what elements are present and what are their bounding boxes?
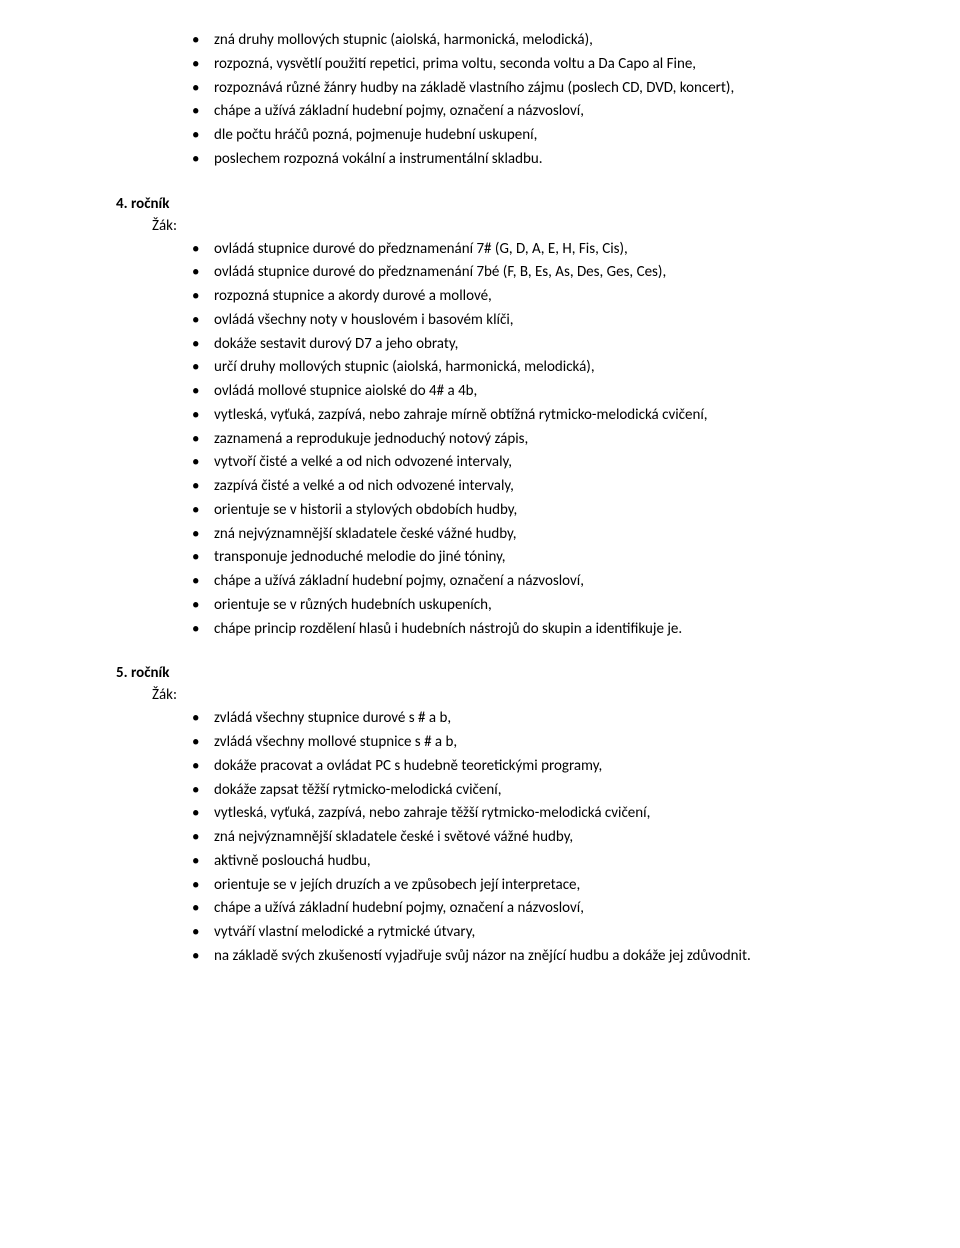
list-item: zvládá všechny stupnice durové s # a b, xyxy=(188,708,880,730)
section-5-list: zvládá všechny stupnice durové s # a b,z… xyxy=(188,708,880,967)
list-item: zvládá všechny mollové stupnice s # a b, xyxy=(188,732,880,754)
list-item: zazpívá čisté a velké a od nich odvozené… xyxy=(188,476,880,498)
list-item: dokáže pracovat a ovládat PC s hudebně t… xyxy=(188,756,880,778)
list-item: rozpozná, vysvětlí použití repetici, pri… xyxy=(188,54,880,76)
list-item: poslechem rozpozná vokální a instrumentá… xyxy=(188,149,880,171)
list-item: vytleská, vyťuká, zazpívá, nebo zahraje … xyxy=(188,405,880,427)
list-item: vytvoří čisté a velké a od nich odvozené… xyxy=(188,452,880,474)
list-item: chápe a užívá základní hudební pojmy, oz… xyxy=(188,101,880,123)
top-list: zná druhy mollových stupnic (aiolská, ha… xyxy=(188,30,880,171)
section-5: 5. ročník Žák: zvládá všechny stupnice d… xyxy=(80,664,880,967)
list-item: orientuje se v různých hudebních uskupen… xyxy=(188,595,880,617)
list-item: transponuje jednoduché melodie do jiné t… xyxy=(188,547,880,569)
list-item: vytváří vlastní melodické a rytmické útv… xyxy=(188,922,880,944)
list-item: dokáže sestavit durový D7 a jeho obraty, xyxy=(188,334,880,356)
list-item: dokáže zapsat těžší rytmicko-melodická c… xyxy=(188,780,880,802)
list-item: chápe a užívá základní hudební pojmy, oz… xyxy=(188,898,880,920)
list-item: dle počtu hráčů pozná, pojmenuje hudební… xyxy=(188,125,880,147)
list-item: zaznamená a reprodukuje jednoduchý notov… xyxy=(188,429,880,451)
section-4-heading: 4. ročník xyxy=(116,195,880,213)
list-item: zná druhy mollových stupnic (aiolská, ha… xyxy=(188,30,880,52)
list-item: vytleská, vyťuká, zazpívá, nebo zahraje … xyxy=(188,803,880,825)
list-item: zná nejvýznamnější skladatele české i sv… xyxy=(188,827,880,849)
list-item: aktivně poslouchá hudbu, xyxy=(188,851,880,873)
list-item: orientuje se v jejích druzích a ve způso… xyxy=(188,875,880,897)
list-item: chápe princip rozdělení hlasů i hudebníc… xyxy=(188,619,880,641)
section-4: 4. ročník Žák: ovládá stupnice durové do… xyxy=(80,195,880,641)
list-item: ovládá stupnice durové do předznamenání … xyxy=(188,262,880,284)
list-item: chápe a užívá základní hudební pojmy, oz… xyxy=(188,571,880,593)
list-item: rozpoznává různé žánry hudby na základě … xyxy=(188,78,880,100)
list-item: ovládá všechny noty v houslovém i basové… xyxy=(188,310,880,332)
section-5-heading: 5. ročník xyxy=(116,664,880,682)
list-item: ovládá mollové stupnice aiolské do 4# a … xyxy=(188,381,880,403)
section-4-list: ovládá stupnice durové do předznamenání … xyxy=(188,239,880,641)
list-item: rozpozná stupnice a akordy durové a moll… xyxy=(188,286,880,308)
list-item: orientuje se v historii a stylových obdo… xyxy=(188,500,880,522)
list-item: na základě svých zkušeností vyjadřuje sv… xyxy=(188,946,880,968)
list-item: zná nejvýznamnější skladatele české vážn… xyxy=(188,524,880,546)
list-item: určí druhy mollových stupnic (aiolská, h… xyxy=(188,357,880,379)
list-item: ovládá stupnice durové do předznamenání … xyxy=(188,239,880,261)
section-5-label: Žák: xyxy=(152,686,880,704)
section-4-label: Žák: xyxy=(152,217,880,235)
